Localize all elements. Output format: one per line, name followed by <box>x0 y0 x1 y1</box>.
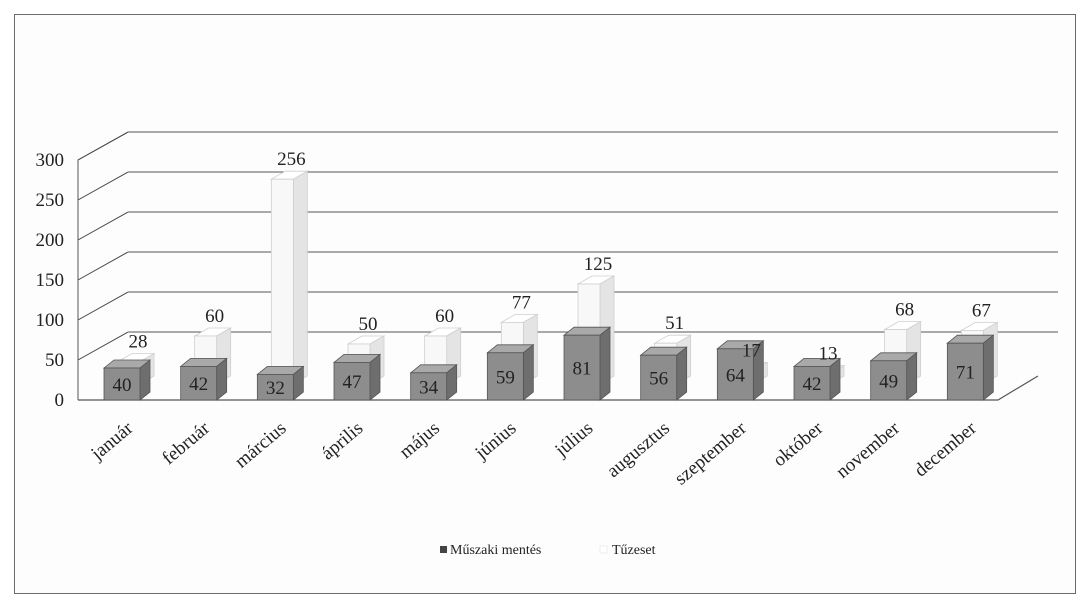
floor-edge <box>78 375 1039 401</box>
x-tick-label: augusztus <box>603 418 674 482</box>
bar-series-1 <box>946 334 995 401</box>
gridline-diagonal <box>77 251 129 281</box>
value-label-series-2: 50 <box>359 314 378 335</box>
value-label-series-1: 64 <box>726 365 746 386</box>
bar-series-1 <box>792 357 842 401</box>
legend-label-series-1: Műszaki mentés <box>450 543 541 558</box>
value-label-series-2: 77 <box>512 292 531 313</box>
value-label-series-1: 42 <box>803 374 822 395</box>
x-tick-label: november <box>832 417 904 482</box>
bar-series-1 <box>486 343 535 401</box>
value-label-series-2: 60 <box>205 306 224 327</box>
value-label-series-2: 13 <box>819 344 838 365</box>
x-tick-label: szeptember <box>671 417 751 489</box>
bar-series-1 <box>716 339 765 401</box>
x-axis-labels: január február március április május június jú… <box>87 417 981 489</box>
value-labels: 28 40 60 42 256 32 50 47 60 34 77 59 125 81 51 56 17 64 13… <box>113 149 991 399</box>
gridline-diagonal <box>77 331 129 361</box>
bar-series-2 <box>269 170 309 385</box>
value-label-series-1: 42 <box>189 374 208 395</box>
y-tick-label: 300 <box>36 150 65 171</box>
bar-series-1 <box>179 357 228 401</box>
bar-series-1 <box>562 326 612 401</box>
value-label-series-2: 67 <box>972 300 991 321</box>
bar-series-1 <box>102 359 152 401</box>
legend: Műszaki mentés Tűzeset <box>440 543 656 558</box>
bar-series-1 <box>409 363 458 401</box>
legend-swatch-series-1 <box>440 546 447 553</box>
value-label-series-1: 47 <box>343 372 362 393</box>
y-tick-label: 250 <box>36 190 65 211</box>
x-tick-label: június <box>471 418 521 465</box>
x-tick-label: január <box>87 417 138 465</box>
x-tick-label: október <box>769 417 827 471</box>
value-label-series-1: 34 <box>419 377 439 398</box>
value-label-series-1: 59 <box>496 367 515 388</box>
chart-frame <box>14 14 1076 594</box>
bars <box>102 170 999 401</box>
value-label-series-1: 71 <box>956 363 975 384</box>
value-label-series-2: 60 <box>435 306 454 327</box>
y-tick-label: 0 <box>55 390 65 411</box>
value-label-series-2: 28 <box>129 332 148 353</box>
bar-series-1 <box>869 351 918 401</box>
gridline-diagonal <box>77 291 129 321</box>
y-tick-label: 200 <box>36 230 65 251</box>
bar-series-1 <box>332 353 382 401</box>
value-label-series-2: 17 <box>742 340 761 361</box>
gridline-diagonal <box>77 131 129 161</box>
value-label-series-2: 68 <box>895 300 914 321</box>
legend-swatch-series-2 <box>599 545 608 554</box>
y-tick-label: 50 <box>45 350 64 371</box>
value-label-series-1: 40 <box>113 375 132 396</box>
value-label-series-1: 49 <box>879 371 898 392</box>
gridline-diagonal <box>77 171 129 201</box>
value-label-series-2: 125 <box>584 254 613 275</box>
x-tick-label: március <box>231 418 291 473</box>
y-tick-label: 150 <box>36 270 65 291</box>
value-label-series-1: 81 <box>573 359 592 380</box>
x-tick-label: december <box>910 417 981 481</box>
gridline-diagonal <box>77 211 129 241</box>
x-tick-label: április <box>317 418 367 465</box>
value-label-series-1: 32 <box>266 378 285 399</box>
y-axis-ticks: 0 50 100 150 200 250 300 <box>36 150 65 411</box>
value-label-series-1: 56 <box>649 369 668 390</box>
value-label-series-2: 256 <box>277 149 306 170</box>
x-tick-label: február <box>158 417 214 469</box>
y-tick-label: 100 <box>36 310 65 331</box>
x-tick-label: július <box>551 418 598 462</box>
value-label-series-2: 51 <box>665 313 684 334</box>
bar-series-1 <box>256 365 305 401</box>
x-tick-label: május <box>396 418 444 463</box>
legend-label-series-2: Tűzeset <box>612 543 656 558</box>
bar-series-1 <box>639 346 688 401</box>
